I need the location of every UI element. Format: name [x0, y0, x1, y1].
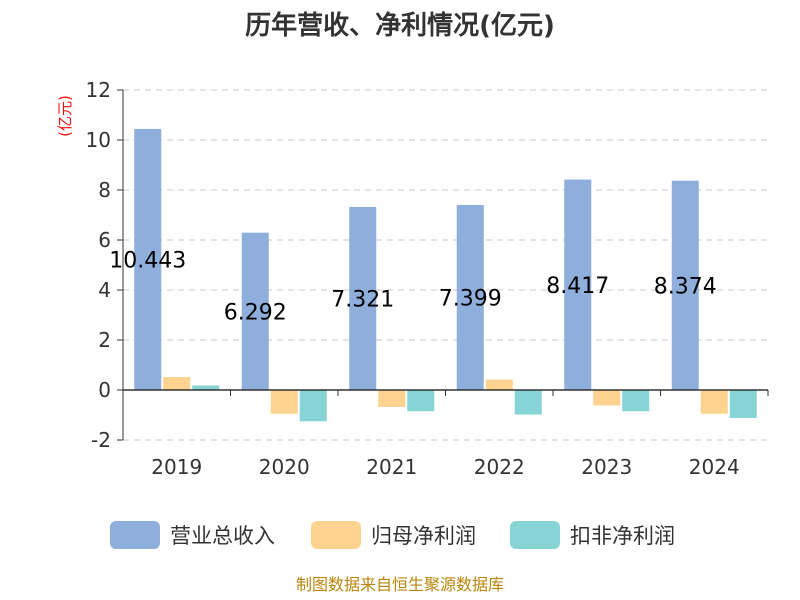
axes: 12 10 8 6 4 2 0 -2 2019 2020 2021 2022 2023 2024: [86, 78, 769, 479]
data-label: 7.321: [331, 287, 394, 312]
bar-归母净利润-2024: [700, 390, 728, 414]
legend-swatch-营业总收入: [110, 521, 160, 549]
bar-归母净利润-2022: [485, 379, 513, 390]
bar-营业总收入-2023: [564, 179, 592, 390]
data-labels: 10.443 6.292 7.321 7.399 8.417 8.374: [109, 248, 716, 325]
x-tick-label: 2019: [151, 455, 202, 479]
bar-归母净利润-2019: [163, 377, 191, 390]
legend-swatch-扣非净利润: [510, 521, 560, 549]
bar-营业总收入-2021: [349, 206, 377, 390]
legend-swatch-归母净利润: [311, 521, 361, 549]
bars: [134, 128, 757, 422]
data-label: 7.399: [439, 287, 502, 312]
x-tick-label: 2020: [259, 455, 310, 479]
legend-label: 扣非净利润: [570, 524, 675, 548]
legend-label: 营业总收入: [170, 524, 275, 548]
bar-扣非净利润-2022: [514, 390, 542, 415]
bar-扣非净利润-2020: [299, 390, 327, 422]
x-tick-label: 2024: [689, 455, 740, 479]
y-tick-label: 4: [98, 278, 111, 302]
y-tick-label: 12: [86, 78, 111, 102]
chart-title: 历年营收、净利情况(亿元): [245, 10, 555, 41]
y-tick-label: -2: [91, 428, 111, 452]
bar-归母净利润-2020: [270, 390, 298, 414]
bar-扣非净利润-2024: [729, 390, 757, 418]
bar-营业总收入-2024: [671, 180, 699, 390]
bar-扣非净利润-2021: [407, 390, 435, 412]
source-note: 制图数据来自恒生聚源数据库: [296, 575, 504, 594]
bar-营业总收入-2019: [134, 128, 162, 391]
x-tick-label: 2022: [474, 455, 525, 479]
data-label: 8.374: [654, 274, 717, 299]
y-axis-unit: (亿元): [56, 95, 74, 137]
y-tick-label: 10: [86, 128, 111, 152]
bar-扣非净利润-2023: [622, 390, 650, 412]
bar-营业总收入-2022: [456, 205, 484, 390]
legend: 营业总收入 归母净利润 扣非净利润: [110, 521, 675, 549]
y-tick-label: 8: [98, 178, 111, 202]
bar-归母净利润-2021: [378, 390, 406, 407]
data-label: 6.292: [224, 300, 287, 325]
bar-营业总收入-2020: [241, 232, 269, 390]
x-tick-label: 2023: [581, 455, 632, 479]
data-label: 8.417: [546, 274, 609, 299]
gridlines: [123, 89, 768, 441]
data-label: 10.443: [109, 248, 186, 273]
y-tick-label: 0: [98, 378, 111, 402]
y-tick-label: 6: [98, 228, 111, 252]
bar-归母净利润-2023: [593, 390, 621, 406]
y-tick-label: 2: [98, 328, 111, 352]
legend-label: 归母净利润: [371, 524, 476, 548]
x-tick-label: 2021: [366, 455, 417, 479]
bar-扣非净利润-2019: [192, 385, 220, 390]
